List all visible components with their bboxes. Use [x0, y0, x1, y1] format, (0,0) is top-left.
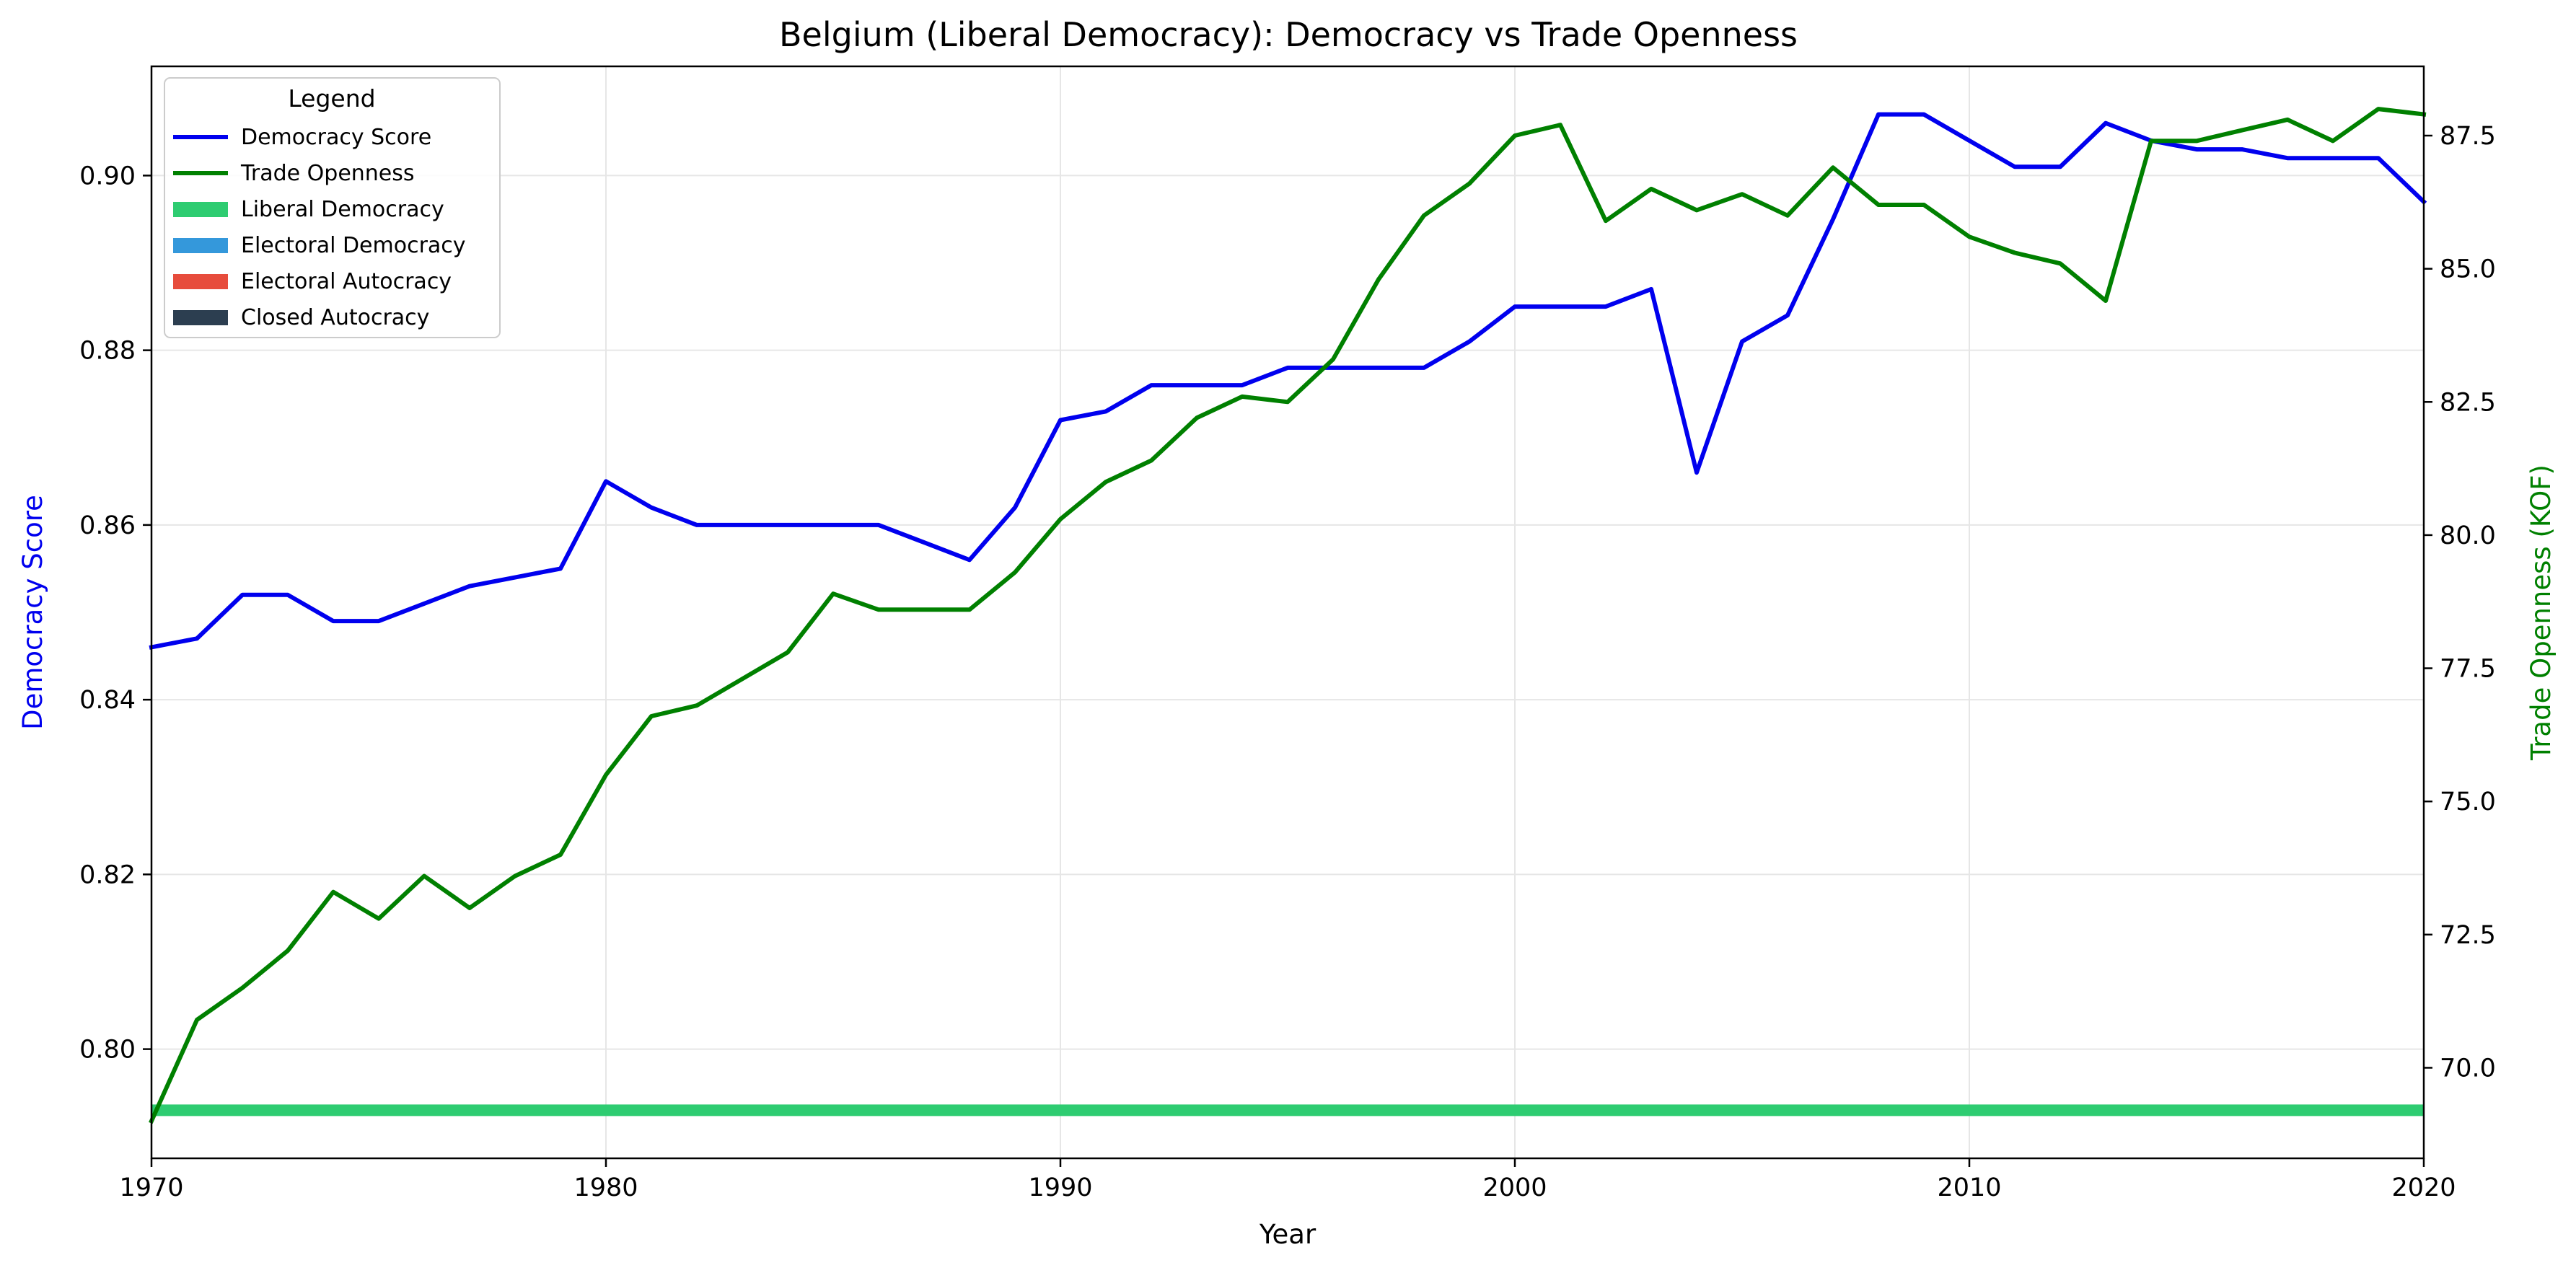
legend-label-electoral-democracy: Electoral Democracy — [241, 233, 466, 258]
series-layer — [149, 107, 2427, 1124]
x-axis: 1970 1980 1990 2000 2010 2020 — [119, 1158, 2456, 1202]
legend-swatch-electoral-autocracy — [173, 274, 228, 289]
y2-tick-label: 72.5 — [2440, 921, 2496, 950]
y-tick-label: 0.80 — [79, 1036, 136, 1065]
x-axis-title: Year — [1259, 1219, 1316, 1250]
y-axis-left: 0.80 0.82 0.84 0.86 0.88 0.90 — [79, 162, 151, 1065]
y2-tick-label: 85.0 — [2440, 255, 2496, 284]
y2-tick-label: 75.0 — [2440, 788, 2496, 816]
x-tick-label: 1990 — [1028, 1173, 1092, 1202]
legend-label-democracy-score: Democracy Score — [241, 125, 431, 150]
legend-label-liberal-democracy: Liberal Democracy — [241, 197, 444, 222]
legend-label-closed-autocracy: Closed Autocracy — [241, 305, 429, 330]
y2-tick-label: 82.5 — [2440, 388, 2496, 417]
series-line-democracy-score — [149, 112, 2427, 650]
plot-frame — [150, 65, 2425, 1160]
legend: Legend Democracy Score Trade Openness Libe… — [164, 77, 501, 338]
y-tick-label: 0.88 — [79, 337, 136, 366]
y2-tick-label: 70.0 — [2440, 1054, 2496, 1083]
chart-title: Belgium (Liberal Democracy): Democracy v… — [779, 15, 1798, 54]
legend-swatch-liberal-democracy — [173, 202, 228, 217]
y-tick-label: 0.86 — [79, 511, 136, 540]
series-line-trade-openness — [149, 107, 2427, 1124]
y2-tick-label: 77.5 — [2440, 655, 2496, 684]
y2-tick-label: 80.0 — [2440, 521, 2496, 550]
y-axis-title-right: Trade Openness (KOF) — [2526, 464, 2557, 761]
y2-tick-label: 87.5 — [2440, 122, 2496, 151]
legend-title: Legend — [288, 84, 375, 113]
y-axis-right: 70.0 72.5 75.0 77.5 80.0 82.5 85.0 87.5 — [2424, 122, 2496, 1083]
grid — [151, 66, 2425, 1158]
x-tick-label: 1970 — [119, 1173, 183, 1202]
y-tick-label: 0.84 — [79, 686, 136, 715]
y-axis-title-left: Democracy Score — [17, 495, 48, 730]
legend-label-electoral-autocracy: Electoral Autocracy — [241, 269, 452, 294]
x-tick-label: 2010 — [1937, 1173, 2001, 1202]
x-tick-label: 1980 — [573, 1173, 638, 1202]
x-tick-label: 2020 — [2391, 1173, 2456, 1202]
legend-label-trade-openness: Trade Openness — [240, 161, 415, 186]
legend-box — [164, 77, 501, 338]
y-tick-label: 0.90 — [79, 162, 136, 190]
legend-swatch-closed-autocracy — [173, 310, 228, 325]
x-tick-label: 2000 — [1482, 1173, 1547, 1202]
legend-swatch-electoral-democracy — [173, 238, 228, 253]
y-tick-label: 0.82 — [79, 860, 136, 889]
